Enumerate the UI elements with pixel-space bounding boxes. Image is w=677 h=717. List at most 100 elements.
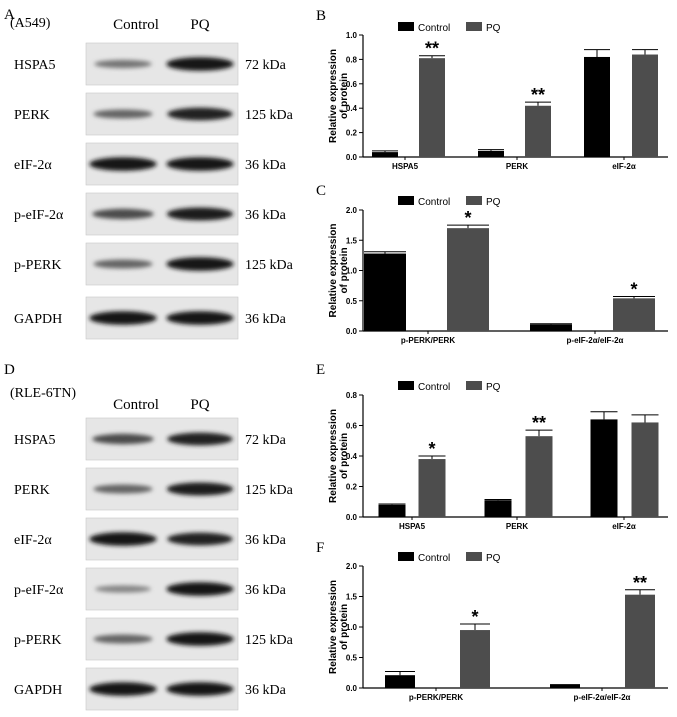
bar-control bbox=[478, 150, 504, 157]
y-tick-label: 0.6 bbox=[346, 422, 358, 431]
y-tick-label: 0.6 bbox=[346, 80, 358, 89]
blot-row: p-eIF-2α 36 kDa bbox=[14, 192, 287, 236]
protein-label: HSPA5 bbox=[14, 58, 56, 73]
blot-row: p-PERK 125 kDa bbox=[14, 242, 294, 286]
y-axis-label-line: of protein bbox=[339, 604, 350, 650]
molecular-weight-label: 36 kDa bbox=[245, 312, 287, 327]
x-tick-label: PERK bbox=[506, 162, 528, 171]
molecular-weight-label: 125 kDa bbox=[245, 483, 294, 498]
band-control bbox=[89, 311, 157, 325]
protein-label: p-PERK bbox=[14, 633, 61, 648]
y-tick-label: 0.0 bbox=[346, 327, 358, 336]
blot-row: GAPDH 36 kDa bbox=[14, 667, 287, 711]
blot-row: PERK 125 kDa bbox=[14, 467, 294, 511]
western-blot-panels: A(A549) Control PQ HSPA5 72 kDa PERK 125 kDa eI… bbox=[4, 7, 294, 711]
legend-label-control: Control bbox=[418, 553, 450, 564]
band-control bbox=[93, 634, 153, 644]
band-pq bbox=[167, 432, 233, 446]
significance-marker: ** bbox=[532, 413, 546, 433]
bar-pq bbox=[460, 630, 490, 688]
protein-label: p-eIF-2α bbox=[14, 583, 64, 598]
chart-panel-b: B Control PQ Relative expressionof protein0… bbox=[316, 8, 668, 171]
legend-swatch-pq bbox=[466, 196, 482, 205]
band-pq bbox=[166, 632, 234, 646]
chart-legend: Control PQ bbox=[398, 22, 501, 34]
legend-label-control: Control bbox=[418, 23, 450, 34]
band-pq bbox=[167, 532, 233, 546]
bar-control bbox=[372, 152, 398, 157]
chart-legend: Control PQ bbox=[398, 552, 501, 564]
y-axis-label-line: of protein bbox=[339, 73, 350, 119]
x-tick-label: p-eIF-2α/eIF-2α bbox=[567, 336, 624, 345]
protein-label: PERK bbox=[14, 108, 50, 123]
significance-marker: * bbox=[471, 607, 478, 627]
significance-marker: ** bbox=[425, 39, 439, 59]
band-pq bbox=[166, 311, 234, 325]
bar-pq bbox=[525, 105, 551, 157]
legend-swatch-control bbox=[398, 22, 414, 31]
blot-row: p-PERK 125 kDa bbox=[14, 617, 294, 661]
band-control bbox=[93, 484, 153, 494]
bar-pq bbox=[418, 459, 446, 517]
band-control bbox=[92, 433, 154, 445]
panel-letter: A bbox=[4, 7, 15, 23]
legend-label-pq: PQ bbox=[486, 382, 501, 393]
x-tick-label: p-eIF-2α/eIF-2α bbox=[574, 693, 631, 702]
molecular-weight-label: 36 kDa bbox=[245, 158, 287, 173]
blot-panel-a: A(A549) Control PQ HSPA5 72 kDa PERK 125 kDa eI… bbox=[4, 7, 294, 340]
band-control bbox=[89, 157, 157, 171]
panel-letter: D bbox=[4, 362, 15, 378]
y-axis-label-line: Relative expression bbox=[328, 224, 339, 318]
y-tick-label: 0.2 bbox=[346, 483, 358, 492]
molecular-weight-label: 36 kDa bbox=[245, 583, 287, 598]
y-tick-label: 2.0 bbox=[346, 562, 358, 571]
molecular-weight-label: 125 kDa bbox=[245, 258, 294, 273]
band-pq bbox=[166, 157, 234, 171]
legend-swatch-pq bbox=[466, 381, 482, 390]
bar-pq bbox=[613, 298, 655, 331]
y-tick-label: 1.0 bbox=[346, 267, 358, 276]
y-tick-label: 1.5 bbox=[346, 236, 358, 245]
panel-letter: B bbox=[316, 8, 326, 24]
band-pq bbox=[166, 257, 234, 271]
protein-label: p-PERK bbox=[14, 258, 61, 273]
blot-row: PERK 125 kDa bbox=[14, 92, 294, 136]
band-control bbox=[94, 59, 152, 69]
x-tick-label: eIF-2α bbox=[612, 522, 636, 531]
protein-label: GAPDH bbox=[14, 312, 62, 327]
y-tick-label: 0.5 bbox=[346, 297, 358, 306]
y-tick-label: 0.4 bbox=[346, 104, 358, 113]
blot-panel-d: D (RLE-6TN) Control PQ HSPA5 72 kDa PERK 125 kD… bbox=[4, 362, 294, 711]
y-axis-label: Relative expressionof protein bbox=[328, 49, 350, 143]
molecular-weight-label: 72 kDa bbox=[245, 58, 287, 73]
bar-control bbox=[385, 675, 415, 688]
blot-row: HSPA5 72 kDa bbox=[14, 417, 287, 461]
band-pq bbox=[166, 207, 234, 221]
bar-control bbox=[364, 253, 406, 331]
legend-swatch-control bbox=[398, 552, 414, 561]
panel-letter: E bbox=[316, 362, 325, 378]
y-tick-label: 0.8 bbox=[346, 391, 358, 400]
legend-label-pq: PQ bbox=[486, 23, 501, 34]
x-tick-label: p-PERK/PERK bbox=[409, 693, 463, 702]
protein-label: eIF-2α bbox=[14, 533, 52, 548]
protein-label: PERK bbox=[14, 483, 50, 498]
panel-letter: C bbox=[316, 183, 326, 199]
bar-pq bbox=[447, 228, 489, 331]
x-tick-label: eIF-2α bbox=[612, 162, 636, 171]
legend-swatch-pq bbox=[466, 552, 482, 561]
blot-row: HSPA5 72 kDa bbox=[14, 42, 287, 86]
band-pq bbox=[167, 107, 233, 121]
bar-control bbox=[584, 56, 610, 157]
band-control bbox=[93, 259, 153, 269]
protein-label: eIF-2α bbox=[14, 158, 52, 173]
x-tick-label: HSPA5 bbox=[392, 162, 419, 171]
y-axis-label: Relative expressionof protein bbox=[328, 224, 350, 318]
y-tick-label: 0.2 bbox=[346, 129, 358, 138]
legend-label-control: Control bbox=[418, 382, 450, 393]
legend-label-pq: PQ bbox=[486, 197, 501, 208]
band-pq bbox=[166, 482, 234, 496]
y-axis-label-line: Relative expression bbox=[328, 580, 339, 674]
